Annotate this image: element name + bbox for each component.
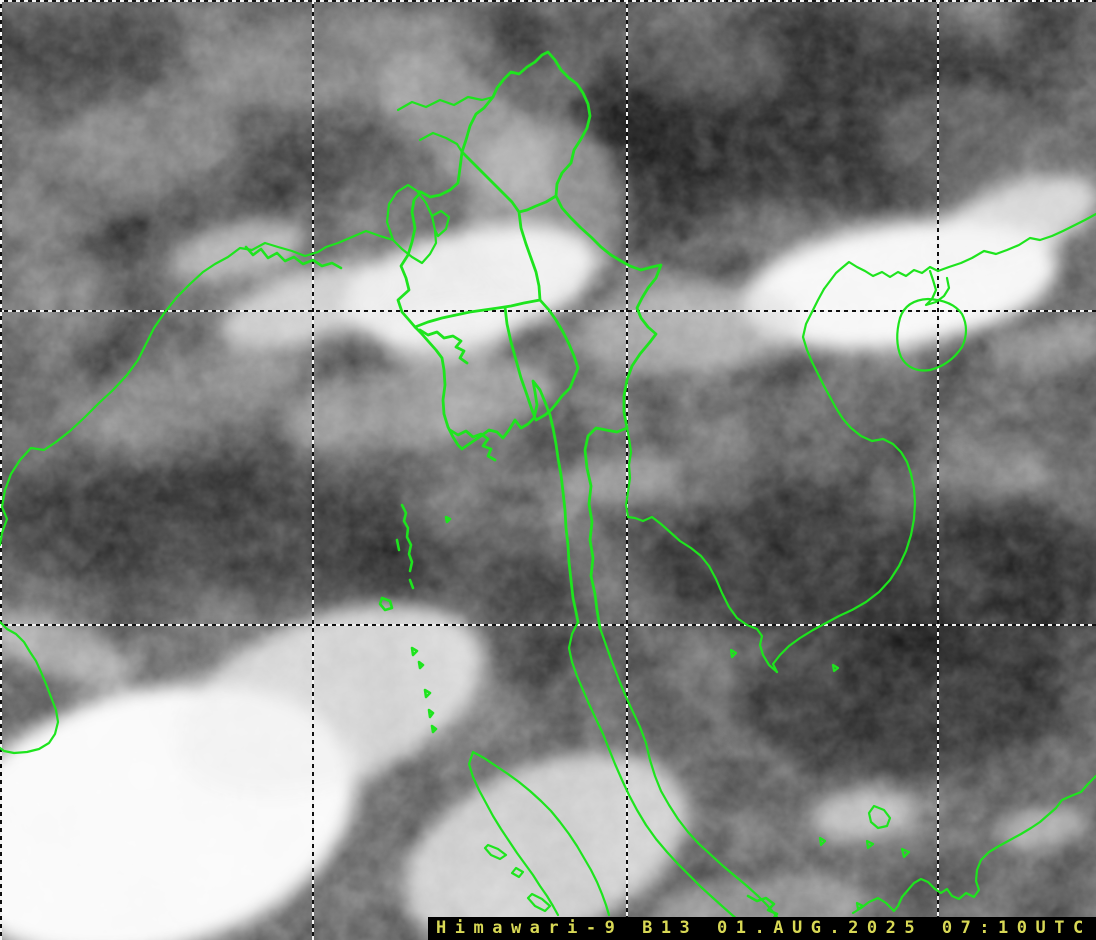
timestamp-label-bar: Himawari-9 B13 01.AUG.2025 07:10UTC [428,917,1096,940]
rakhine-coast-islands [418,328,469,365]
irrawaddy-delta [448,428,497,462]
myanmar-state-borders [413,150,580,422]
borneo-northwest-coast [851,774,1096,915]
myanmar-thailand-border [583,340,652,630]
natuna-islands [818,804,911,911]
gulf-islands [729,648,840,673]
india-east-coast [0,229,395,547]
timestamp-label: Himawari-9 B13 01.AUG.2025 07:10UTC [436,918,1092,938]
vietnam-coast [771,287,917,674]
hainan-island [896,297,968,372]
bangladesh-borders [385,183,451,265]
ganges-delta [244,245,343,270]
northeast-india-borders [396,95,495,154]
myanmar-outline [396,50,663,624]
andaman-islands [378,503,452,612]
sumatra-west-islands [483,843,552,913]
sri-lanka [0,620,60,755]
sumatra [467,750,611,917]
china-south-coast [822,212,1096,307]
gulf-of-thailand-east-coast [598,626,781,922]
nicobar-islands [410,646,438,734]
mekong-delta-gulf-coast [624,426,779,674]
malay-peninsula-west-coast [567,620,741,923]
